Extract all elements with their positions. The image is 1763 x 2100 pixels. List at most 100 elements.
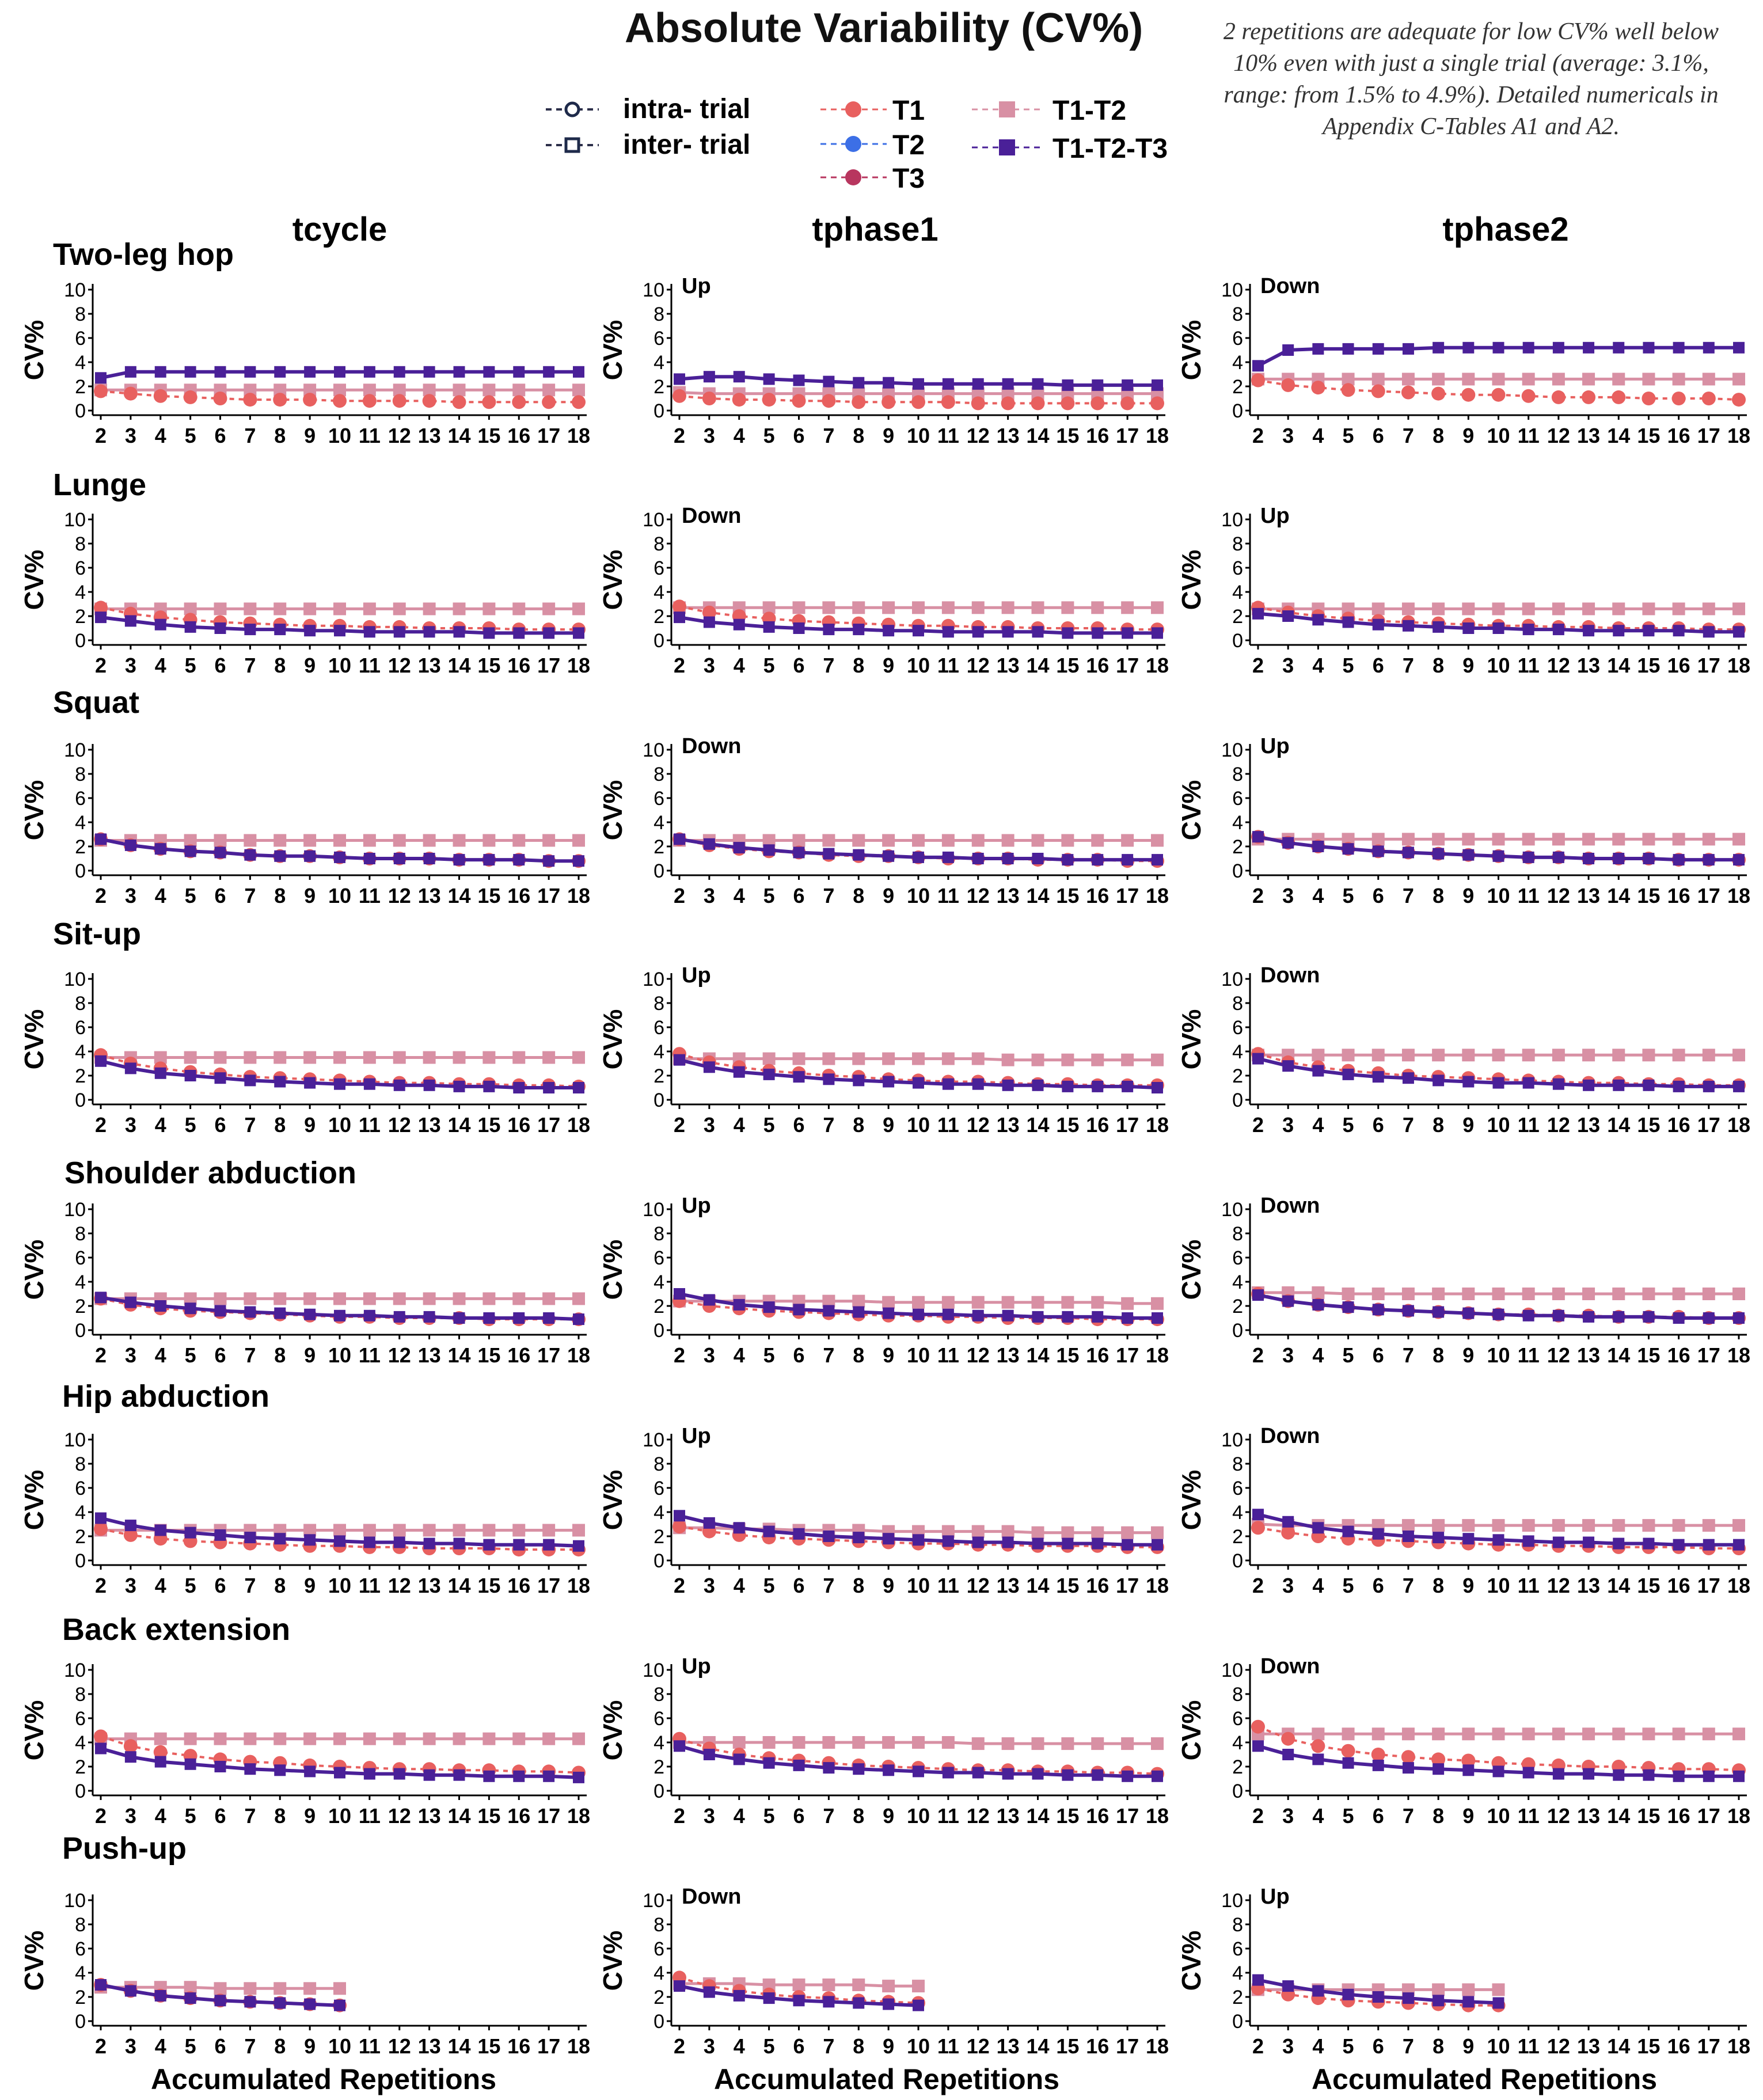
series-t1-t2-t3-point — [913, 851, 924, 863]
x-tick-label: 17 — [1116, 1804, 1139, 1828]
series-t1-t2-point — [333, 1982, 346, 1995]
series-t1-t2-t3-point — [1673, 1080, 1685, 1092]
y-tick-label: 2 — [75, 1987, 86, 2008]
series-t1-t2-t3-point — [942, 1767, 954, 1779]
series-t1-t2-t3-point — [883, 1998, 895, 2010]
series-t1-t2-t3-point — [274, 1997, 286, 2009]
y-tick-label: 6 — [1232, 557, 1243, 579]
series-t1-t2-t3-point — [154, 1300, 166, 1312]
series-t1-t2-t3-point — [703, 838, 715, 850]
series-t1-point — [881, 395, 896, 409]
x-tick-label: 8 — [1433, 1113, 1444, 1137]
x-axis-title-col1: Accumulated Repetitions — [151, 2063, 496, 2095]
x-tick-label: 8 — [274, 1113, 286, 1137]
x-tick-label: 6 — [1373, 424, 1384, 447]
series-t1-t2-point — [971, 387, 985, 400]
y-tick-label: 10 — [643, 969, 664, 990]
series-t1-t2-point — [1151, 1737, 1164, 1750]
series-t1-t2-t3-point — [95, 1742, 107, 1755]
legend-intra-label: intra- trial — [623, 94, 750, 124]
series-t1-t2-point — [912, 1736, 925, 1749]
y-tick-label: 8 — [653, 764, 664, 785]
series-t1-t2-t3-point — [363, 366, 375, 378]
y-tick-label: 0 — [1232, 860, 1243, 882]
series-t1-t2-point — [214, 1982, 227, 1995]
y-axis-label: CV% — [19, 780, 49, 841]
series-t1-t2-point — [1612, 1288, 1625, 1300]
series-t1-t2-t3-point — [1312, 1522, 1324, 1534]
series-t1-t2-point — [1702, 602, 1715, 616]
series-t1-t2-t3-point — [1433, 341, 1445, 354]
series-t1-point — [572, 395, 586, 409]
exercise-label: Sit-up — [53, 917, 141, 951]
series-t1-point — [213, 392, 227, 405]
series-t1-t2-point — [912, 1980, 925, 1993]
x-tick-label: 11 — [937, 884, 959, 907]
y-tick-label: 0 — [653, 1089, 664, 1111]
y-tick-label: 0 — [75, 2011, 86, 2033]
series-t1-t2-t3-point — [733, 1753, 745, 1765]
series-t1-t2-t3-point — [1733, 1539, 1745, 1551]
exercise-label: Squat — [53, 685, 139, 720]
series-t1-t2-t3-point — [1062, 1537, 1074, 1550]
x-tick-label: 14 — [1026, 2034, 1049, 2058]
series-t1-t2-point — [1342, 833, 1355, 846]
series-t1-t2-point — [1001, 1053, 1015, 1066]
exercise-label: Push-up — [62, 1831, 187, 1866]
series-t1-t2-point — [482, 1292, 496, 1305]
series-t1-t2-t3-point — [703, 1294, 715, 1306]
series-t1-t2-t3-point — [942, 1078, 954, 1090]
x-tick-label: 4 — [155, 1343, 166, 1367]
series-t1-t2-point — [882, 1296, 895, 1309]
y-tick-label: 8 — [653, 533, 664, 555]
series-t1-t2-point — [1031, 1053, 1044, 1066]
x-tick-label: 5 — [185, 1574, 196, 1597]
x-tick-label: 17 — [1116, 1113, 1139, 1137]
x-tick-label: 13 — [997, 2034, 1020, 2058]
series-t1-t2-t3-point — [154, 1989, 166, 2002]
series-t1-point — [1281, 1525, 1295, 1540]
series-t1-t2-point — [1732, 1288, 1745, 1300]
series-t1-t2-point — [482, 1051, 496, 1064]
y-tick-label: 8 — [75, 1684, 86, 1706]
y-tick-label: 8 — [653, 1684, 664, 1706]
series-t1-t2-t3-point — [972, 378, 984, 390]
x-tick-label: 4 — [155, 884, 166, 907]
x-tick-label: 11 — [937, 1343, 959, 1367]
x-tick-label: 8 — [274, 884, 286, 907]
y-tick-label: 0 — [653, 400, 664, 422]
series-t1-point — [392, 394, 406, 408]
x-tick-label: 11 — [937, 424, 959, 447]
x-tick-label: 3 — [1282, 654, 1294, 677]
x-tick-label: 17 — [537, 2034, 560, 2058]
series-t1-t2-t3-point — [793, 1528, 805, 1540]
series-t1-t2-t3-point — [274, 850, 286, 862]
series-t1-t2-point — [852, 1294, 865, 1308]
x-tick-label: 13 — [997, 654, 1020, 677]
series-t1-t2-t3-point — [363, 626, 375, 638]
x-tick-label: 13 — [1577, 1343, 1600, 1367]
series-t1-t2-t3-point — [1433, 621, 1445, 633]
y-axis-label: CV% — [598, 1931, 628, 1991]
series-t1-t2-point — [1612, 833, 1625, 846]
series-t1-t2-t3-point — [1342, 1988, 1354, 2000]
series-t1-t2-t3-point — [1312, 343, 1324, 355]
x-tick-label: 17 — [537, 884, 560, 907]
y-tick-label: 4 — [1232, 1962, 1243, 1984]
phase-label: Down — [1260, 1194, 1320, 1218]
y-tick-label: 4 — [75, 1271, 86, 1293]
series-t1-t2-point — [184, 1051, 197, 1064]
x-tick-label: 16 — [507, 1113, 530, 1137]
x-tick-label: 2 — [1252, 1804, 1264, 1828]
x-tick-label: 8 — [274, 1343, 286, 1367]
y-tick-label: 4 — [75, 352, 86, 374]
x-tick-label: 7 — [244, 1113, 256, 1137]
series-t1-t2-point — [423, 1292, 436, 1305]
series-t1-t2-t3-point — [1552, 1768, 1564, 1780]
series-t1-t2-t3-point — [913, 1765, 924, 1778]
series-t1-t2-point — [1121, 1297, 1134, 1310]
series-t1-t2-t3-point — [1462, 849, 1475, 861]
series-t1-t2-t3-point — [853, 1306, 865, 1318]
series-t1-t2-point — [482, 1524, 496, 1537]
